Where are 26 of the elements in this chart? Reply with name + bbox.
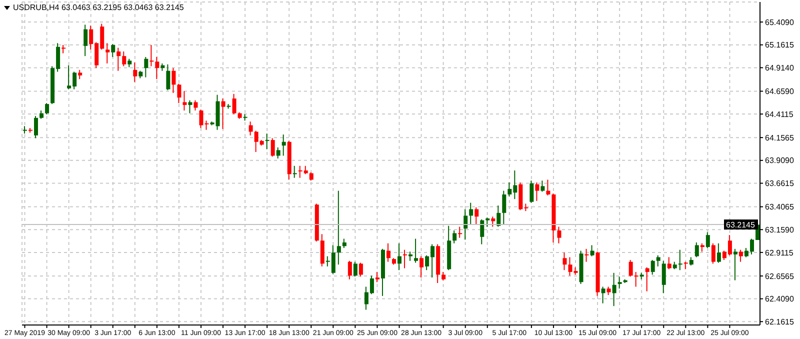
y-tick-label: 63.6615 bbox=[765, 179, 794, 188]
candlestick bbox=[678, 250, 682, 270]
y-tick-label: 64.6590 bbox=[765, 87, 794, 96]
y-tick-label: 64.4115 bbox=[765, 110, 794, 119]
ref-line-label: 63.2145 bbox=[726, 220, 756, 230]
candlestick bbox=[584, 248, 589, 262]
y-tick-label: 62.4090 bbox=[765, 294, 794, 304]
y-tick-label: 62.6565 bbox=[765, 272, 794, 281]
candlestick bbox=[733, 248, 738, 280]
y-tick-label: 65.1615 bbox=[765, 40, 794, 50]
y-tick-label: 62.1615 bbox=[765, 317, 794, 326]
candlestick bbox=[265, 134, 270, 150]
candlestick bbox=[62, 44, 66, 54]
y-tick-label: 64.9140 bbox=[765, 64, 794, 73]
y-tick-label: 63.9090 bbox=[765, 156, 794, 166]
candlestick bbox=[403, 250, 408, 268]
y-tick-label: 64.1565 bbox=[765, 133, 794, 142]
candlestick bbox=[292, 166, 297, 178]
y-tick-label: 63.1590 bbox=[765, 225, 794, 234]
chart-title: USDRUB,H4 63.0463 63.2195 63.0463 63.2145 bbox=[13, 3, 184, 12]
candlestick bbox=[458, 226, 462, 238]
candlestick bbox=[634, 272, 638, 287]
y-tick-label: 65.4090 bbox=[765, 18, 794, 27]
y-tick-label: 63.4065 bbox=[765, 202, 794, 212]
candlestick bbox=[150, 44, 154, 66]
y-tick-label: 62.9115 bbox=[765, 248, 794, 258]
